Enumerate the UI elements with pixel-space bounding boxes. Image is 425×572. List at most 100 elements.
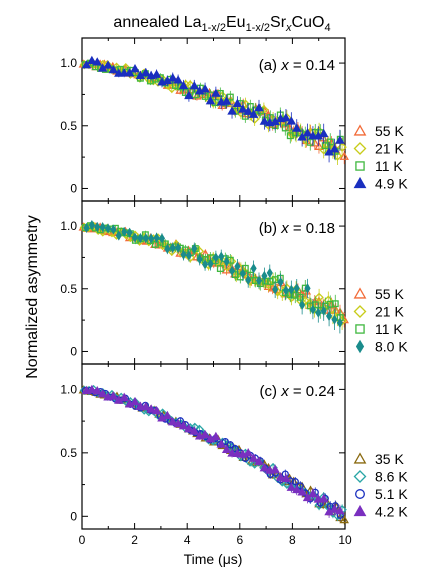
data-point [94,221,101,232]
title-sub2: 1-x/2 [246,22,270,34]
data-point [353,142,367,155]
data-point [191,243,198,254]
data-point [97,389,108,398]
title-sub4: 4 [324,22,330,34]
data-point [81,60,92,69]
data-point [297,132,307,141]
data-point [353,287,367,299]
legend-label: 55 K [375,286,404,302]
x-tick-label: 0 [79,533,86,547]
data-point [245,274,252,286]
y-tick-label: 1.0 [60,219,77,233]
data-point [291,478,299,486]
title-sub1: 1-x/2 [202,22,226,34]
data-point [83,222,90,233]
data-point [92,386,103,395]
data-point [200,429,210,439]
legend-label: 11 K [375,321,403,337]
data-point [308,130,318,140]
data-point [151,69,162,78]
data-point [158,233,166,244]
data-point [243,106,253,115]
data-point [180,249,187,260]
data-point [231,445,239,453]
data-point [88,219,95,231]
x-tick-label: 10 [338,533,352,547]
data-point [228,265,236,276]
data-point [110,224,117,235]
data-point [335,505,345,515]
legend-label: 11 K [375,158,403,174]
data-point [248,453,259,462]
data-point [87,384,97,394]
legend-label: 55 K [375,123,404,139]
series-4-2-K [81,384,345,518]
series-4-9-K [81,55,345,163]
data-point [148,233,155,244]
legend-label: 4.2 K [375,504,408,520]
data-point [234,261,241,272]
panel-2: 0 0.5 1.0 (b) x = 0.18 55 K 21 K11 K 8.0 K [60,200,408,365]
legend-label: 8.0 K [375,339,408,355]
data-point [169,242,176,253]
data-point [281,113,291,122]
data-point [218,251,225,262]
data-point [221,96,232,105]
data-point [353,470,367,483]
data-point [137,232,144,244]
data-point [223,256,230,267]
data-point [353,452,367,464]
data-point [202,259,209,270]
data-point [254,102,264,112]
legend-panel-1: 55 K 21 K11 K 4.9 K [353,123,408,192]
data-point [259,463,269,473]
y-tick-label: 0 [70,509,77,523]
chart-title: annealed La1-x/2Eu1-x/2SrxCuO4 [113,14,330,34]
data-point [184,423,194,433]
data-point [108,391,119,400]
y-tick-label: 1.0 [60,56,77,70]
title-sub3: x [285,22,292,34]
data-point [336,317,343,328]
data-point [249,114,260,124]
data-point [281,124,289,132]
data-point [87,55,97,65]
data-point [246,271,254,279]
data-point [238,104,248,113]
data-point [329,144,340,153]
data-point [200,84,210,93]
data-point [130,63,140,73]
data-point [248,109,259,118]
data-point [173,418,183,428]
data-point [126,227,133,238]
data-point [167,417,178,426]
data-point [162,410,173,420]
data-point [239,268,246,279]
data-point [286,292,297,303]
data-point [189,426,200,435]
data-point [261,270,268,281]
legend-panel-3: 35 K 8.6 K5.1 K 4.2 K [353,451,408,520]
data-point [167,73,178,82]
data-point [221,444,232,454]
panel-label: (b) x = 0.18 [259,220,335,237]
y-tick-label: 0 [70,181,77,195]
data-point [178,421,189,430]
data-point [331,300,339,308]
panel-label: (c) x = 0.24 [260,383,335,400]
data-point [216,439,227,448]
data-point [353,176,367,189]
data-point [178,80,189,90]
data-point [302,128,313,137]
data-point [135,401,146,410]
data-point [99,222,106,233]
data-point [291,484,302,494]
y-tick-label: 0.5 [60,446,77,460]
data-point [318,128,329,138]
data-point [103,60,113,69]
x-tick-label: 4 [184,533,191,547]
data-point [184,90,194,100]
data-point [161,240,169,248]
panel-1: 0 0.5 1.0 (a) x = 0.14 55 K 21 K11 K 4.9 K [60,37,408,202]
data-point [304,283,311,294]
